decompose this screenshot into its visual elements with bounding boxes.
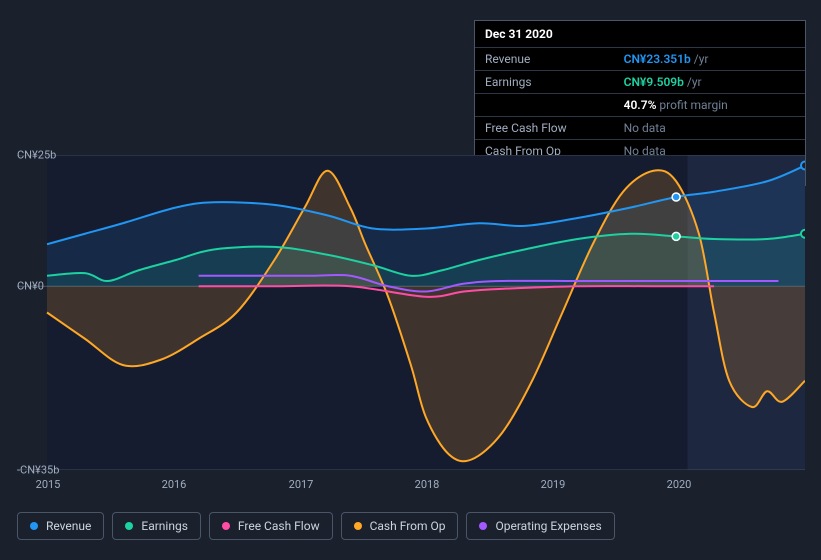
- x-axis: 2015 2016 2017 2018 2019 2020: [17, 478, 805, 498]
- chart-svg: [17, 155, 805, 470]
- x-tick-label: 2017: [289, 478, 314, 491]
- legend-label: Free Cash Flow: [238, 519, 320, 533]
- legend-label: Cash From Op: [370, 519, 446, 533]
- chart-area[interactable]: CN¥25bCN¥0-CN¥35b: [17, 155, 805, 470]
- legend-label: Earnings: [141, 519, 188, 533]
- tooltip-row-value: CN¥23.351b /yr: [614, 48, 805, 71]
- tooltip-row-value: CN¥9.509b /yr: [614, 71, 805, 94]
- y-tick-label: -CN¥35b: [17, 464, 59, 477]
- legend-dot: [479, 522, 487, 530]
- legend-dot: [354, 522, 362, 530]
- legend-item[interactable]: Free Cash Flow: [209, 512, 333, 540]
- x-tick-label: 2019: [541, 478, 566, 491]
- tooltip-date: Dec 31 2020: [475, 21, 805, 47]
- tooltip-row-label: [475, 94, 614, 117]
- legend-dot: [222, 522, 230, 530]
- tooltip-row-label: Revenue: [475, 48, 614, 71]
- legend-label: Operating Expenses: [495, 519, 601, 533]
- x-tick-label: 2016: [162, 478, 187, 491]
- legend-dot: [30, 522, 38, 530]
- y-tick-label: CN¥0: [17, 280, 44, 293]
- legend-item[interactable]: Earnings: [112, 512, 201, 540]
- x-tick-label: 2018: [415, 478, 440, 491]
- legend: Revenue Earnings Free Cash Flow Cash From O…: [17, 512, 615, 540]
- tooltip-row-label: Earnings: [475, 71, 614, 94]
- legend-dot: [125, 522, 133, 530]
- tooltip-row-label: Free Cash Flow: [475, 117, 614, 140]
- legend-label: Revenue: [46, 519, 91, 533]
- legend-item[interactable]: Revenue: [17, 512, 104, 540]
- tooltip-row-value: No data: [614, 117, 805, 140]
- x-tick-label: 2015: [36, 478, 61, 491]
- tooltip-row-value: 40.7% profit margin: [614, 94, 805, 117]
- x-tick-label: 2020: [667, 478, 692, 491]
- legend-item[interactable]: Operating Expenses: [466, 512, 614, 540]
- y-tick-label: CN¥25b: [17, 149, 56, 162]
- legend-item[interactable]: Cash From Op: [341, 512, 459, 540]
